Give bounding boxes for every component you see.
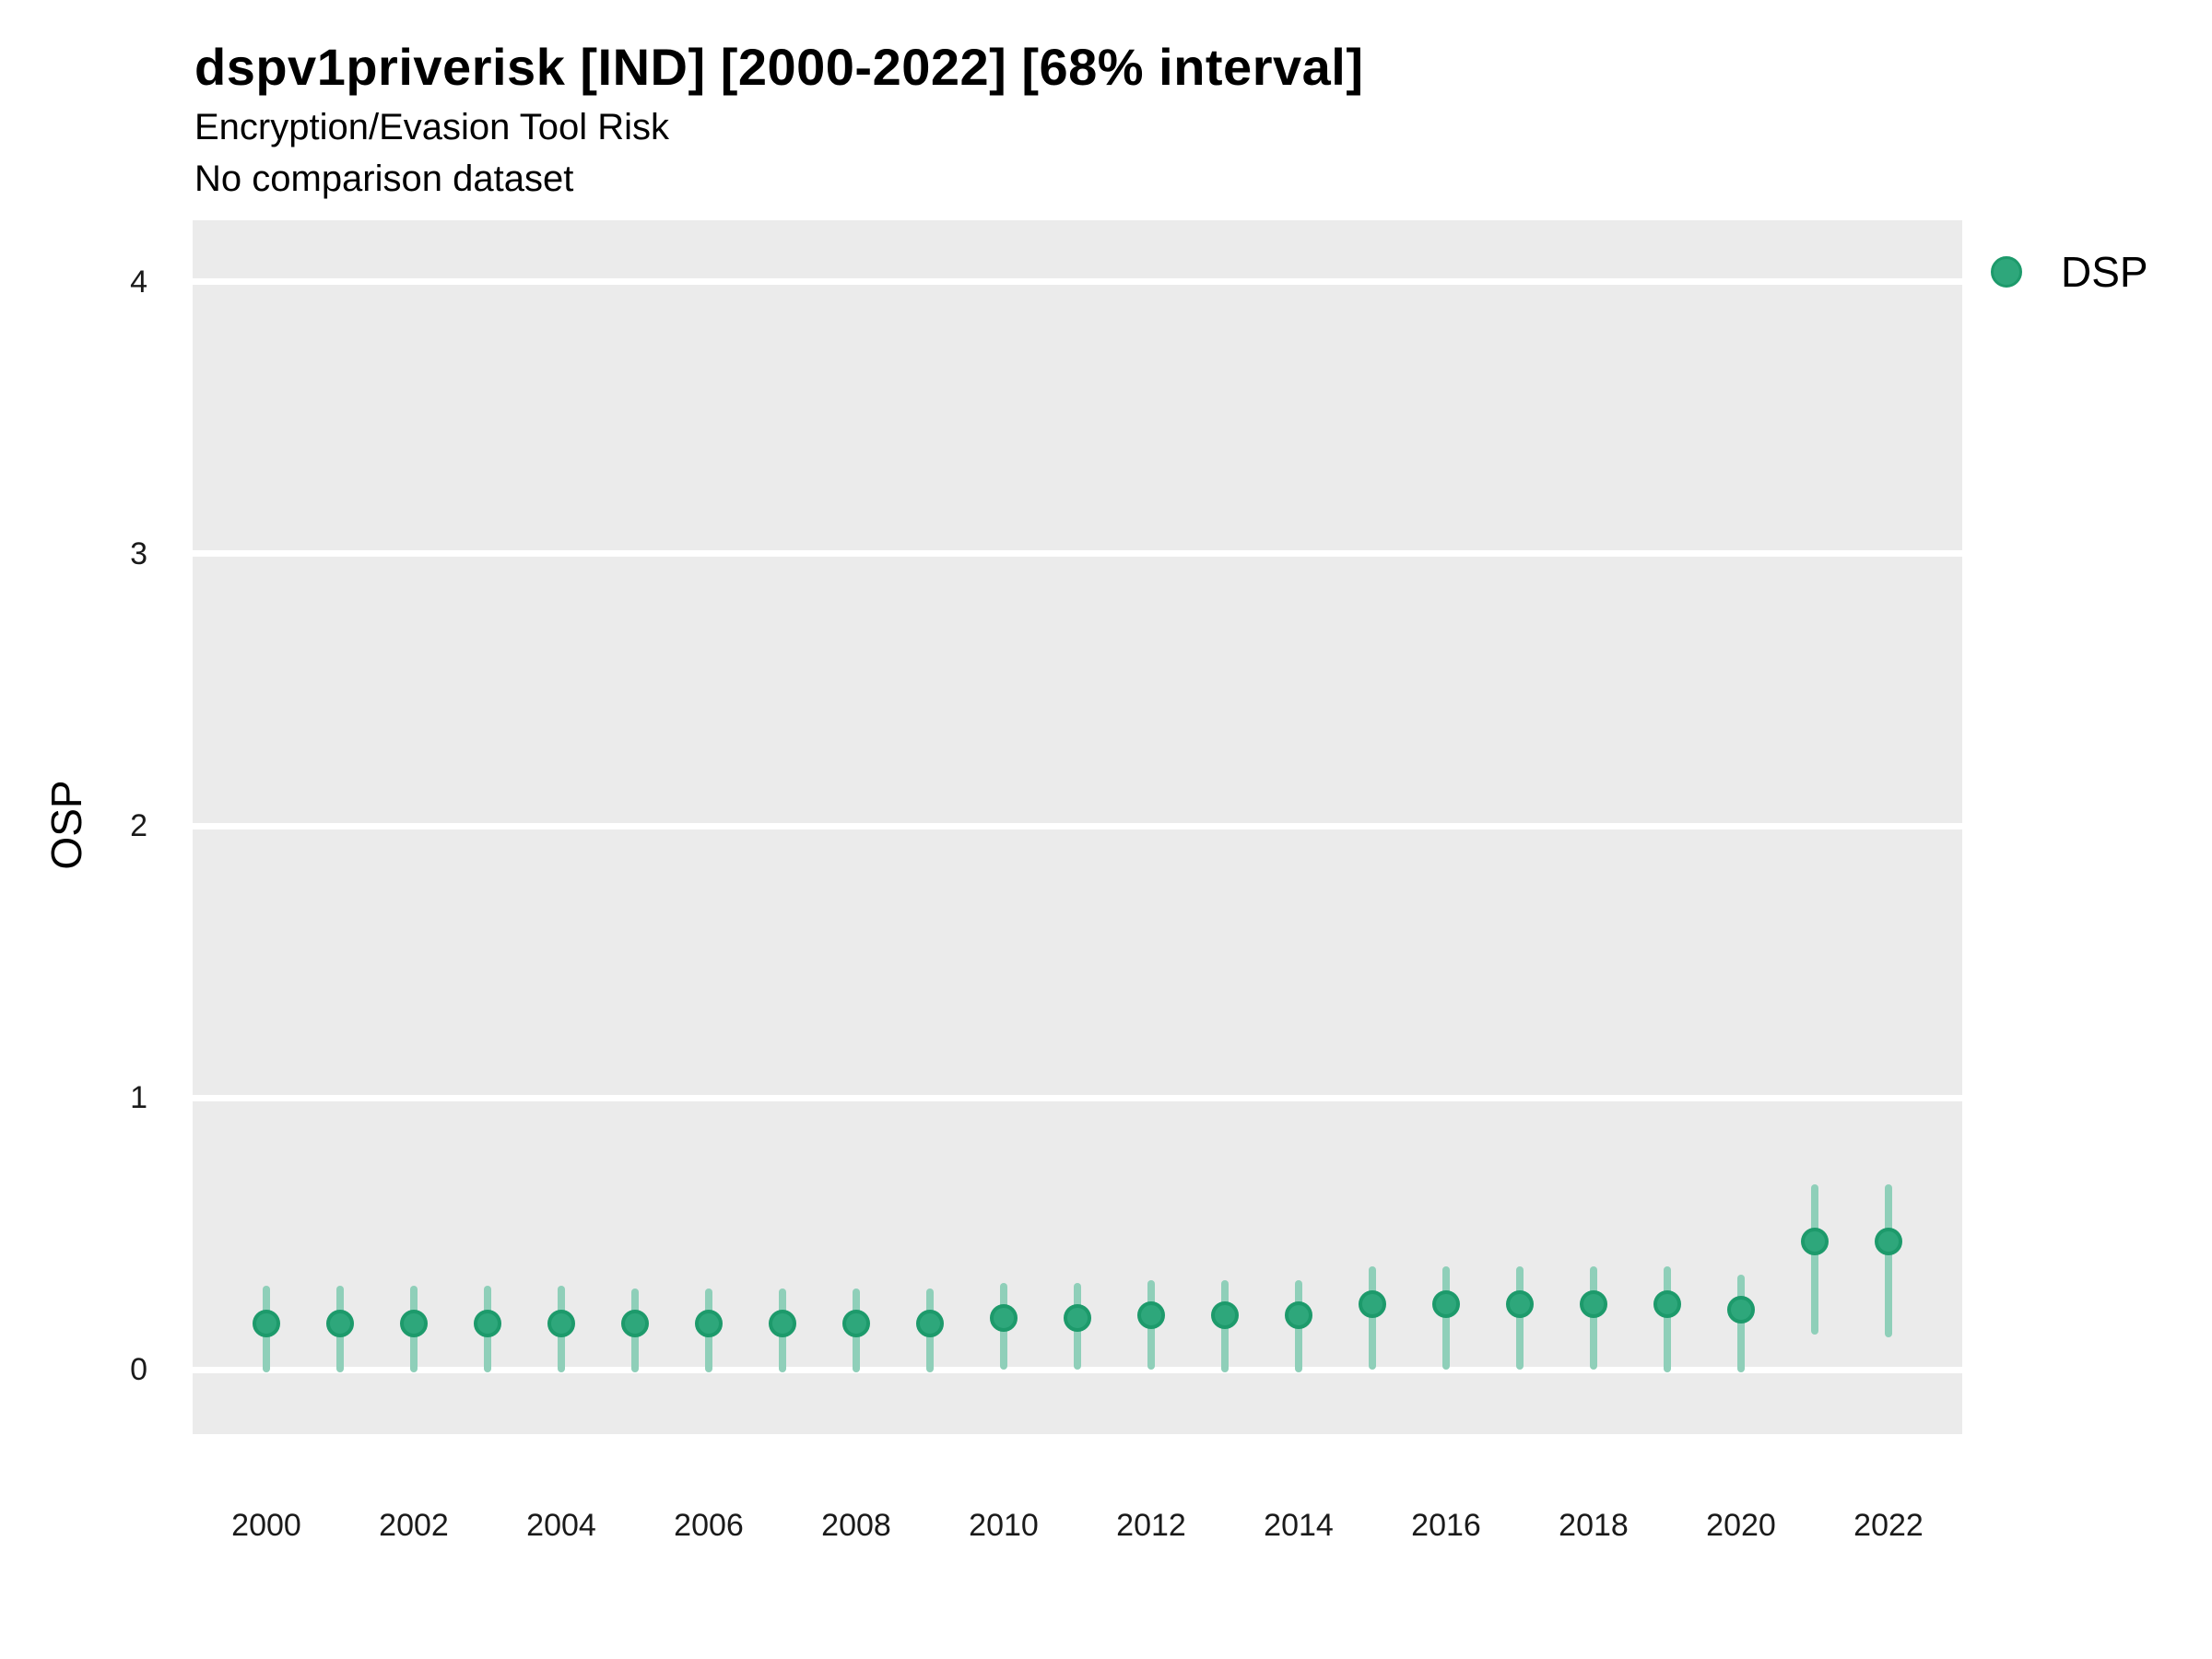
errorbar-dsp-2021 xyxy=(1811,1184,1818,1335)
xtick-label-2012: 2012 xyxy=(1116,1508,1186,1543)
datapoint-dsp-2010 xyxy=(990,1304,1018,1333)
datapoint-dsp-2013 xyxy=(1211,1301,1239,1330)
datapoint-dsp-2007 xyxy=(769,1309,796,1337)
chart-subtitle: Encryption/Evasion Tool Risk xyxy=(194,107,670,147)
legend: DSP xyxy=(1991,247,2148,297)
datapoint-dsp-2011 xyxy=(1064,1304,1091,1333)
datapoint-dsp-2006 xyxy=(695,1309,723,1337)
chart-note: No comparison dataset xyxy=(194,159,574,199)
xtick-label-2020: 2020 xyxy=(1706,1508,1776,1543)
datapoint-dsp-2003 xyxy=(474,1309,501,1337)
gridline-y-0 xyxy=(193,1366,1962,1373)
xtick-label-2010: 2010 xyxy=(969,1508,1039,1543)
datapoint-dsp-2018 xyxy=(1580,1290,1607,1319)
datapoint-dsp-2014 xyxy=(1285,1301,1312,1330)
datapoint-dsp-2020 xyxy=(1727,1296,1755,1324)
xtick-label-2018: 2018 xyxy=(1559,1508,1629,1543)
gridline-y-2 xyxy=(193,822,1962,830)
legend-marker-dsp-icon xyxy=(1991,256,2022,288)
xtick-label-2022: 2022 xyxy=(1853,1508,1924,1543)
gridline-y-1 xyxy=(193,1094,1962,1101)
datapoint-dsp-2002 xyxy=(400,1309,428,1337)
plot-panel xyxy=(193,220,1962,1434)
datapoint-dsp-2004 xyxy=(547,1309,575,1337)
ytick-label-3: 3 xyxy=(130,535,147,571)
chart-title: dspv1priverisk [IND] [2000-2022] [68% in… xyxy=(194,38,1364,96)
datapoint-dsp-2015 xyxy=(1359,1290,1386,1319)
datapoint-dsp-2022 xyxy=(1875,1228,1902,1256)
datapoint-dsp-2016 xyxy=(1432,1290,1460,1319)
ytick-label-0: 0 xyxy=(130,1352,147,1388)
datapoint-dsp-2005 xyxy=(621,1309,649,1337)
xtick-label-2014: 2014 xyxy=(1264,1508,1334,1543)
xtick-label-2002: 2002 xyxy=(379,1508,449,1543)
datapoint-dsp-2009 xyxy=(916,1309,944,1337)
datapoint-dsp-2017 xyxy=(1506,1290,1534,1319)
errorbar-dsp-2019 xyxy=(1664,1265,1671,1372)
ytick-label-4: 4 xyxy=(130,264,147,300)
datapoint-dsp-2019 xyxy=(1653,1290,1681,1319)
datapoint-dsp-2021 xyxy=(1801,1228,1829,1256)
datapoint-dsp-2008 xyxy=(842,1309,870,1337)
xtick-label-2008: 2008 xyxy=(821,1508,891,1543)
xtick-label-2004: 2004 xyxy=(526,1508,596,1543)
xtick-label-2006: 2006 xyxy=(674,1508,744,1543)
errorbar-dsp-2022 xyxy=(1885,1184,1892,1337)
xtick-label-2016: 2016 xyxy=(1411,1508,1481,1543)
ytick-label-2: 2 xyxy=(130,808,147,844)
ytick-label-1: 1 xyxy=(130,1080,147,1116)
datapoint-dsp-2012 xyxy=(1137,1301,1165,1330)
datapoint-dsp-2001 xyxy=(326,1309,354,1337)
xtick-label-2000: 2000 xyxy=(231,1508,301,1543)
gridline-y-4 xyxy=(193,278,1962,286)
legend-label-dsp: DSP xyxy=(2061,248,2148,296)
datapoint-dsp-2000 xyxy=(253,1309,280,1337)
gridline-y-3 xyxy=(193,550,1962,558)
